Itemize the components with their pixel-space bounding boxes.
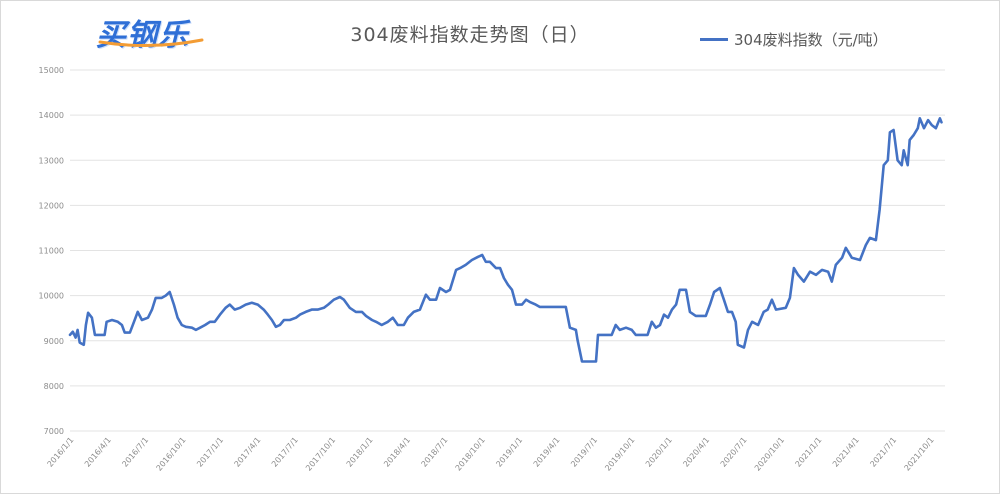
x-tick-label: 2021/4/1 — [831, 436, 861, 469]
y-axis: 15000 14000 13000 12000 11000 10000 9000 8000 70… — [39, 66, 64, 436]
x-tick-label: 2021/10/1 — [902, 436, 935, 473]
x-tick-label: 2020/4/1 — [681, 436, 711, 469]
x-tick-label: 2020/7/1 — [719, 436, 749, 469]
x-tick-label: 2016/10/1 — [154, 436, 187, 473]
x-tick-label: 2018/4/1 — [382, 436, 412, 469]
x-tick-label: 2019/10/1 — [603, 436, 636, 473]
series — [68, 117, 943, 363]
y-tick-label: 14000 — [39, 111, 64, 120]
x-tick-label: 2016/7/1 — [120, 436, 150, 469]
y-tick-label: 7000 — [44, 427, 64, 436]
x-tick-label: 2019/4/1 — [532, 436, 562, 469]
y-tick-label: 13000 — [39, 156, 64, 165]
x-tick-label: 2017/1/1 — [195, 436, 225, 469]
logo: 买钢乐 — [96, 8, 216, 53]
logo-text: 买钢乐 — [96, 18, 189, 53]
x-tick-label: 2017/7/1 — [270, 436, 300, 469]
chart-title: 304废料指数走势图（日） — [350, 24, 590, 46]
y-tick-label: 8000 — [44, 382, 64, 391]
x-tick-label: 2020/1/1 — [644, 436, 674, 469]
legend-swatch — [700, 37, 728, 41]
x-tick-label: 2018/10/1 — [454, 436, 487, 473]
legend-label: 304废料指数（元/吨） — [734, 30, 888, 49]
y-tick-label: 10000 — [39, 292, 64, 301]
y-tick-label: 9000 — [44, 337, 64, 346]
x-tick-label: 2017/4/1 — [233, 436, 263, 469]
y-tick-label: 15000 — [39, 66, 64, 75]
x-tick-label: 2018/7/1 — [420, 436, 450, 469]
x-tick-label: 2019/1/1 — [494, 436, 524, 469]
x-tick-label: 2021/7/1 — [868, 436, 898, 469]
x-tick-label: 2016/4/1 — [83, 436, 113, 469]
gridlines — [70, 69, 945, 432]
x-tick-label: 2016/1/1 — [46, 436, 76, 469]
x-tick-label: 2017/10/1 — [304, 436, 337, 473]
y-tick-label: 11000 — [39, 247, 64, 256]
series-line — [68, 117, 943, 363]
y-tick-label: 12000 — [39, 201, 64, 210]
x-tick-label: 2018/1/1 — [345, 436, 375, 469]
x-tick-label: 2020/10/1 — [753, 436, 786, 473]
x-tick-label: 2019/7/1 — [569, 436, 599, 469]
legend: 304废料指数（元/吨） — [700, 27, 888, 51]
x-tick-label: 2021/1/1 — [794, 436, 824, 469]
logo-swoosh-icon — [98, 38, 204, 48]
x-axis: 2016/1/1 2016/4/1 2016/7/1 2016/10/1 2017/1/… — [46, 436, 936, 473]
